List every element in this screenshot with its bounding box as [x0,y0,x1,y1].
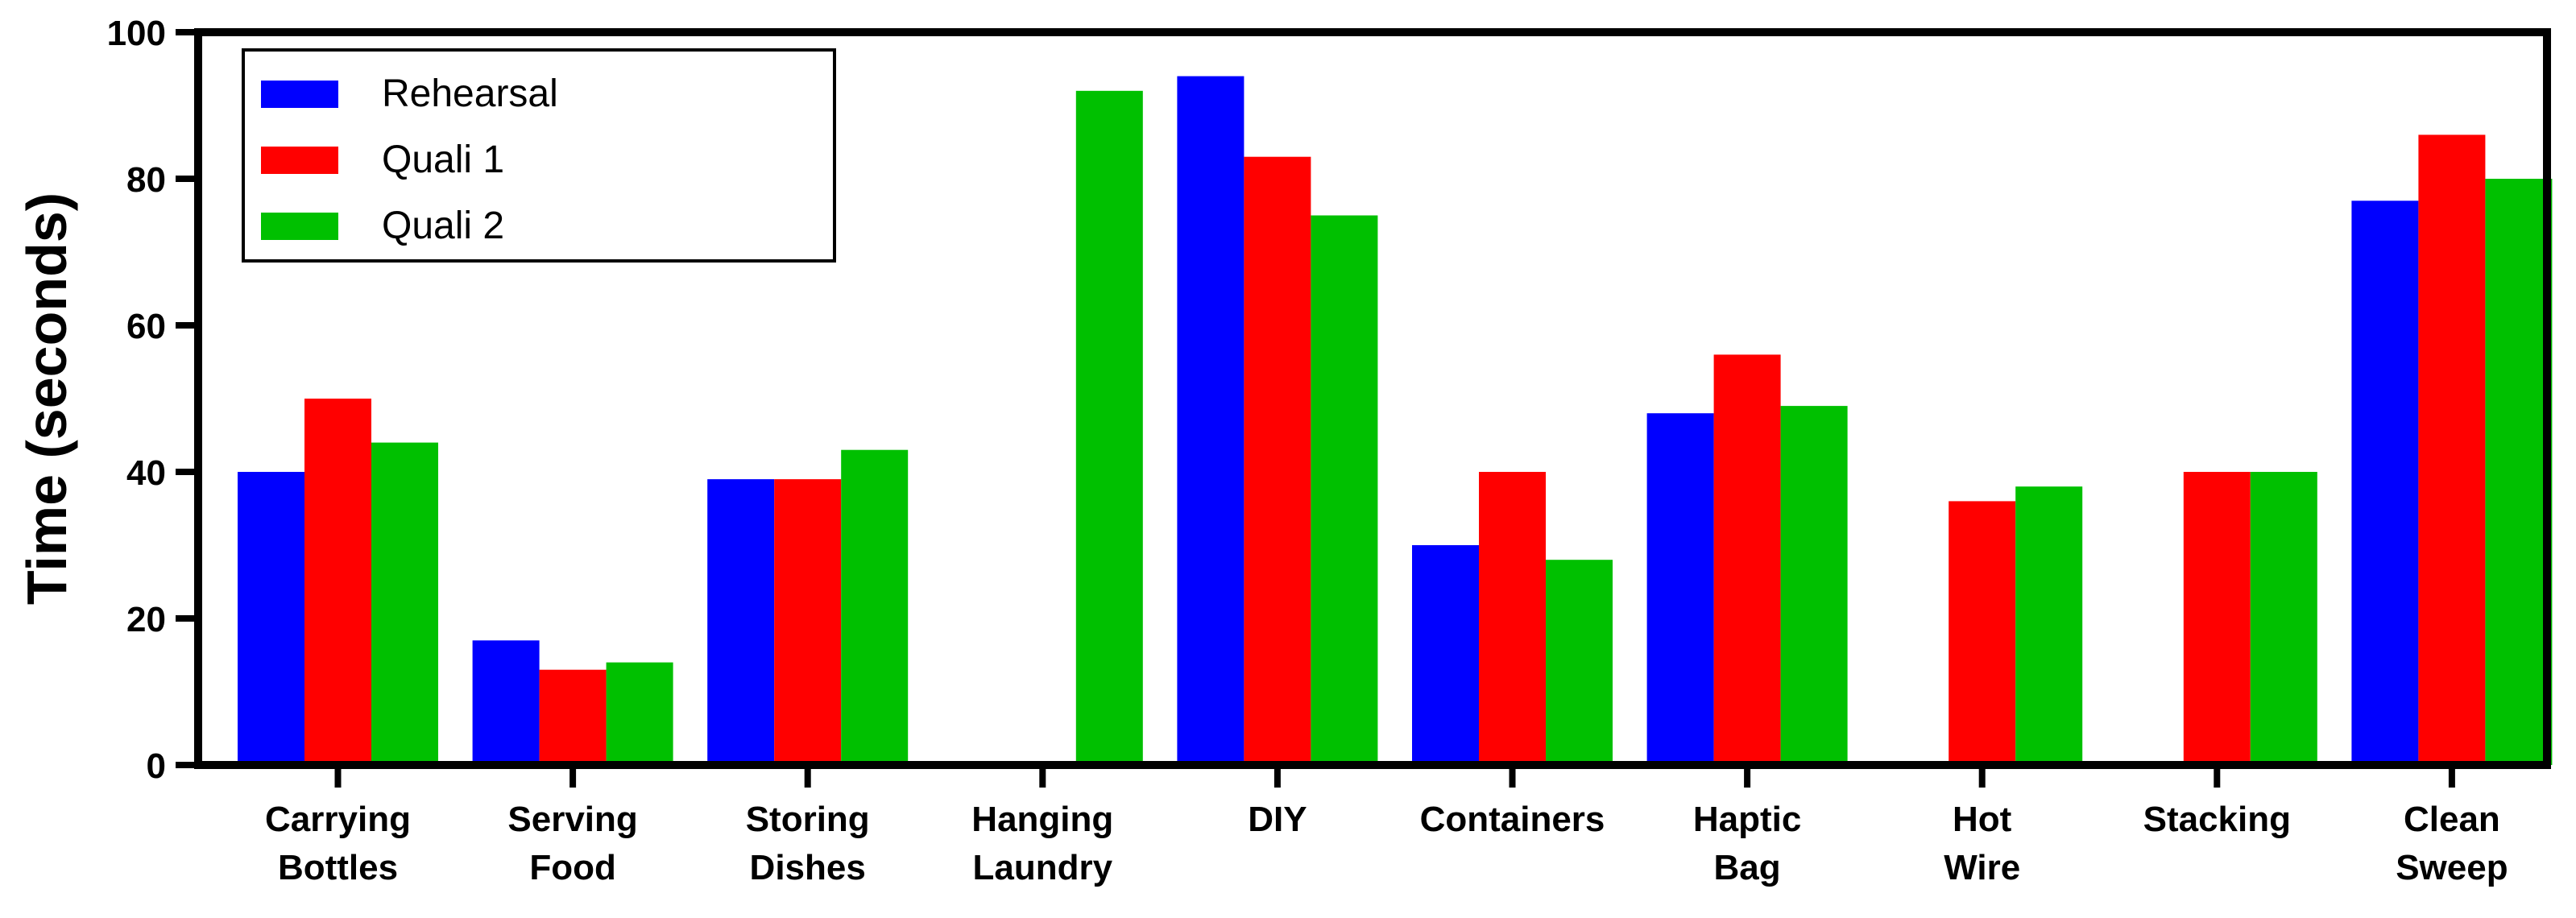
x-tick-label-storing-dishes: Storing Dishes [746,800,870,887]
bar-rehearsal-storing-dishes [707,479,775,765]
x-tick-label-clean-sweep: Clean Sweep [2396,800,2508,887]
bar-quali-2-hot-wire [2015,486,2083,765]
x-tick-label-hanging-laundry: Hanging Laundry [971,800,1113,887]
bars-layer [238,76,2553,766]
x-tick-label-containers: Containers [1420,800,1605,839]
x-tick-label-stacking: Stacking [2143,800,2291,839]
bar-quali-1-clean-sweep [2418,134,2486,765]
bar-quali-2-carrying-bottles [371,442,438,765]
legend-swatch-quali-1 [261,147,338,174]
bar-rehearsal-containers [1412,545,1479,765]
bar-quali-2-hanging-laundry [1075,90,1143,766]
bar-rehearsal-haptic-bag [1646,413,1714,765]
y-tick-label: 80 [126,160,166,200]
y-tick-label: 100 [107,14,166,53]
bar-quali-2-clean-sweep [2485,179,2553,765]
bar-rehearsal-serving-food [472,640,540,765]
bar-quali-2-serving-food [606,662,673,765]
bar-quali-1-serving-food [539,669,607,765]
bar-quali-1-haptic-bag [1713,354,1781,765]
bar-quali-2-containers [1546,560,1613,765]
y-tick-label: 40 [126,453,166,493]
bar-quali-1-carrying-bottles [304,399,371,765]
bar-quali-1-containers [1479,472,1546,765]
plot-frame [194,28,2551,769]
legend-label-quali-2: Quali 2 [382,205,504,247]
legend-label-rehearsal: Rehearsal [382,72,558,115]
x-tick-label-diy: DIY [1248,800,1307,839]
y-tick-label: 20 [126,600,166,639]
y-axis-label: Time (seconds) [15,192,78,605]
bar-rehearsal-clean-sweep [2351,201,2419,766]
legend-swatch-rehearsal [261,81,338,108]
x-tick-label-serving-food: Serving Food [507,800,637,887]
legend-box [242,48,836,263]
legend-label-quali-1: Quali 1 [382,139,504,181]
bar-rehearsal-carrying-bottles [238,472,304,765]
bar-quali-1-storing-dishes [774,479,842,765]
bar-rehearsal-diy [1177,76,1245,766]
legend: Rehearsal Quali 1 Quali 2 [242,48,836,263]
y-tick-label: 60 [126,307,166,346]
bar-quali-2-stacking [2250,472,2317,765]
bar-quali-2-haptic-bag [1780,406,1848,765]
bar-quali-2-diy [1311,215,1378,765]
bar-quali-1-diy [1244,156,1311,765]
bar-quali-1-hot-wire [1949,501,2016,765]
legend-swatch-quali-2 [261,213,338,240]
axes-layer: 0 20 40 60 80 100 Carrying Bottles Serving Food St… [15,14,2551,887]
bar-quali-1-stacking [2183,472,2251,765]
x-tick-label-carrying-bottles: Carrying Bottles [265,800,411,887]
y-tick-label: 0 [147,746,166,786]
x-tick-label-haptic-bag: Haptic Bag [1693,800,1801,887]
bar-quali-2-storing-dishes [841,449,909,765]
x-tick-label-hot-wire: Hot Wire [1944,800,2020,887]
